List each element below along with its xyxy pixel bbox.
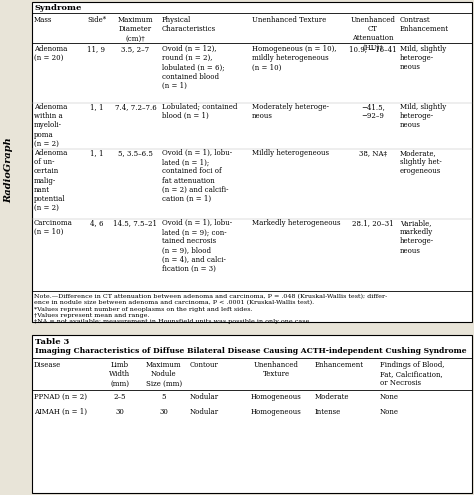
Text: Lobulated; contained
blood (n = 1): Lobulated; contained blood (n = 1) (162, 103, 237, 120)
Text: 1, 1: 1, 1 (90, 149, 103, 157)
Text: Maximum
Nodule
Size (mm): Maximum Nodule Size (mm) (146, 361, 182, 388)
Text: Contrast
Enhancement: Contrast Enhancement (400, 16, 449, 33)
Text: 11, 9: 11, 9 (88, 45, 106, 53)
Text: 10.9, −16–41: 10.9, −16–41 (349, 45, 397, 53)
Text: Variable,
markedly
heteroge-
neous: Variable, markedly heteroge- neous (400, 219, 434, 254)
Text: Disease: Disease (34, 361, 61, 369)
Text: 30: 30 (160, 408, 168, 416)
Text: Homogeneous: Homogeneous (251, 408, 302, 416)
Text: 38, NA‡: 38, NA‡ (359, 149, 387, 157)
Text: Mild, slightly
heteroge-
neous: Mild, slightly heteroge- neous (400, 103, 446, 129)
Text: 7.4, 7.2–7.6: 7.4, 7.2–7.6 (115, 103, 156, 111)
Text: Maximum
Diameter
(cm)†: Maximum Diameter (cm)† (118, 16, 153, 43)
Text: Contour: Contour (190, 361, 219, 369)
Text: Mass: Mass (34, 16, 52, 24)
Text: 2–5: 2–5 (114, 393, 126, 401)
Text: 14.5, 7.5–21: 14.5, 7.5–21 (113, 219, 157, 227)
Text: Intense: Intense (315, 408, 341, 416)
Text: 5: 5 (162, 393, 166, 401)
Text: Unenhanced
CT
Attenuation
(HU)†: Unenhanced CT Attenuation (HU)† (351, 16, 395, 51)
Text: Homogeneous (n = 10),
mildly heterogeneous
(n = 10): Homogeneous (n = 10), mildly heterogeneo… (252, 45, 337, 71)
Text: 3.5, 2–7: 3.5, 2–7 (121, 45, 150, 53)
Text: Mildly heterogeneous: Mildly heterogeneous (252, 149, 329, 157)
Text: Markedly heterogeneous: Markedly heterogeneous (252, 219, 340, 227)
Bar (32, 2, 472, 322)
Text: Unenhanced
Texture: Unenhanced Texture (254, 361, 299, 378)
Text: Ovoid (n = 1), lobu-
lated (n = 1);
contained foci of
fat attenuation
(n = 2) an: Ovoid (n = 1), lobu- lated (n = 1); cont… (162, 149, 232, 203)
Text: AIMAH (n = 1): AIMAH (n = 1) (34, 408, 87, 416)
Text: PPNAD (n = 2): PPNAD (n = 2) (34, 393, 87, 401)
Text: Adenoma
of un-
certain
malig-
nant
potential
(n = 2): Adenoma of un- certain malig- nant poten… (34, 149, 67, 212)
Text: 5, 3.5–6.5: 5, 3.5–6.5 (118, 149, 153, 157)
Text: Moderate: Moderate (315, 393, 349, 401)
Text: Unenhanced Texture: Unenhanced Texture (252, 16, 326, 24)
Text: Limb
Width
(mm): Limb Width (mm) (109, 361, 130, 388)
Text: −41.5,
−92–9: −41.5, −92–9 (361, 103, 385, 120)
Text: Findings of Blood,
Fat, Calcification,
or Necrosis: Findings of Blood, Fat, Calcification, o… (380, 361, 445, 388)
Text: 28.1, 20–31: 28.1, 20–31 (352, 219, 394, 227)
Text: Ovoid (n = 12),
round (n = 2),
lobulated (n = 6);
contained blood
(n = 1): Ovoid (n = 12), round (n = 2), lobulated… (162, 45, 225, 90)
Text: Carcinoma
(n = 10): Carcinoma (n = 10) (34, 219, 73, 236)
Text: Moderately heteroge-
neous: Moderately heteroge- neous (252, 103, 329, 120)
Text: Nodular: Nodular (190, 393, 219, 401)
Text: Ovoid (n = 1), lobu-
lated (n = 9); con-
tained necrosis
(n = 9), blood
(n = 4),: Ovoid (n = 1), lobu- lated (n = 9); con-… (162, 219, 232, 273)
Text: 4, 6: 4, 6 (90, 219, 103, 227)
Text: None: None (380, 393, 399, 401)
Text: Nodular: Nodular (190, 408, 219, 416)
Text: Note.—Difference in CT attenuation between adenoma and carcinoma, P = .048 (Krus: Note.—Difference in CT attenuation betwe… (34, 294, 387, 324)
Bar (32, 335, 472, 493)
Text: Side*: Side* (87, 16, 106, 24)
Text: 1, 1: 1, 1 (90, 103, 103, 111)
Text: Imaging Characteristics of Diffuse Bilateral Disease Causing ACTH-independent Cu: Imaging Characteristics of Diffuse Bilat… (35, 347, 466, 355)
Text: Physical
Characteristics: Physical Characteristics (162, 16, 216, 33)
Text: None: None (380, 408, 399, 416)
Text: Table 3: Table 3 (35, 338, 69, 346)
Text: Adenoma
within a
myeloli-
poma
(n = 2): Adenoma within a myeloli- poma (n = 2) (34, 103, 67, 148)
Text: Adenoma
(n = 20): Adenoma (n = 20) (34, 45, 67, 62)
Text: Moderate,
slightly het-
erogeneous: Moderate, slightly het- erogeneous (400, 149, 442, 175)
Text: 30: 30 (116, 408, 125, 416)
Text: Homogeneous: Homogeneous (251, 393, 302, 401)
Text: Mild, slightly
heteroge-
neous: Mild, slightly heteroge- neous (400, 45, 446, 71)
Text: Syndrome: Syndrome (35, 4, 82, 12)
Text: RadioGraph: RadioGraph (4, 137, 13, 203)
Text: Enhancement: Enhancement (315, 361, 364, 369)
